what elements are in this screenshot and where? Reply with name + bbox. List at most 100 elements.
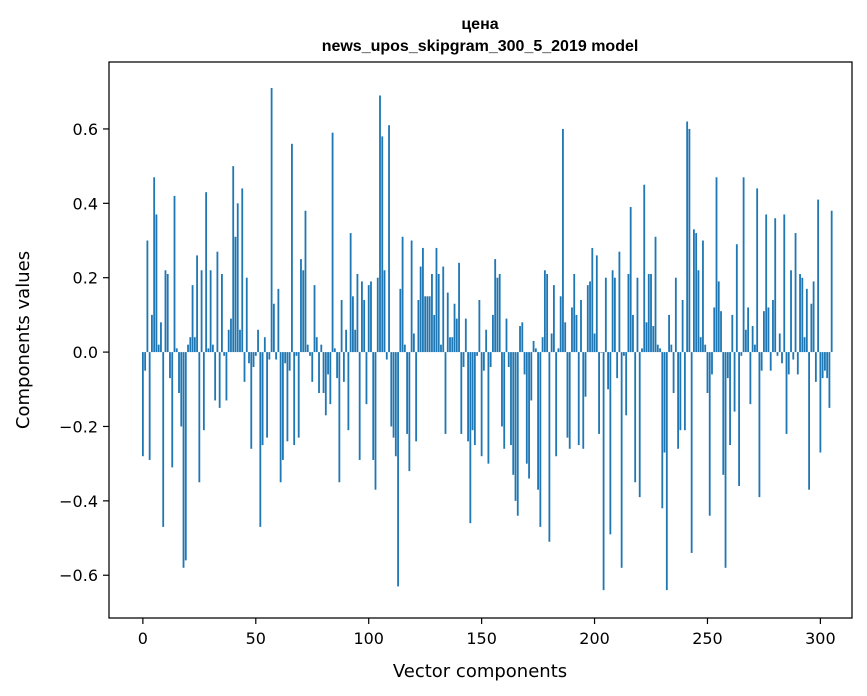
bar-10 [164, 270, 167, 353]
bar-266 [742, 177, 745, 353]
bar-49 [252, 352, 255, 367]
bar-123 [419, 266, 422, 353]
bar-278 [769, 352, 772, 371]
bar-152 [485, 329, 488, 353]
bar-34 [218, 352, 221, 408]
chart-subtitle: news_upos_skipgram_300_5_2019 model [322, 38, 639, 55]
bar-142 [462, 352, 465, 367]
y-axis-label: Components values [13, 251, 34, 429]
bar-281 [776, 352, 779, 356]
bar-165 [514, 352, 517, 501]
bar-84 [331, 132, 334, 353]
bar-166 [516, 352, 519, 516]
bar-223 [645, 322, 648, 353]
bar-63 [284, 352, 287, 364]
bar-303 [826, 352, 829, 379]
bar-52 [259, 352, 262, 527]
bar-46 [245, 277, 248, 353]
bar-164 [512, 352, 515, 475]
bar-131 [437, 273, 440, 353]
bar-23 [193, 337, 196, 353]
bar-67 [293, 352, 296, 446]
bar-126 [426, 296, 429, 353]
bar-29 [207, 348, 210, 353]
bar-51 [257, 329, 259, 353]
bar-230 [661, 352, 664, 509]
bar-113 [397, 352, 399, 587]
bar-209 [613, 277, 616, 353]
bar-253 [713, 307, 716, 353]
bar-267 [744, 329, 747, 353]
bar-299 [817, 199, 820, 353]
bar-296 [810, 303, 813, 353]
bar-150 [480, 352, 483, 457]
plot-frame [108, 61, 853, 619]
bar-92 [349, 233, 352, 353]
bar-187 [564, 322, 567, 353]
bar-47 [248, 352, 250, 364]
bar-199 [591, 247, 594, 353]
bar-118 [408, 352, 411, 472]
bar-97 [361, 281, 363, 353]
bar-214 [625, 352, 628, 416]
bar-24 [196, 255, 198, 353]
bar-154 [489, 352, 492, 367]
bar-258 [724, 352, 727, 568]
bar-90 [345, 329, 348, 353]
bar-40 [232, 166, 235, 353]
bar-4 [151, 314, 153, 353]
bar-122 [417, 300, 420, 353]
bar-18 [182, 352, 185, 568]
bar-17 [180, 352, 183, 427]
bar-112 [394, 352, 397, 457]
bar-110 [390, 352, 393, 427]
bar-228 [656, 344, 659, 353]
bar-291 [799, 273, 801, 353]
bar-129 [433, 314, 436, 353]
bar-102 [372, 352, 375, 460]
bar-91 [347, 352, 350, 431]
bar-241 [686, 121, 689, 353]
bar-62 [281, 352, 284, 460]
bar-73 [306, 344, 309, 353]
bar-247 [699, 337, 702, 353]
bar-234 [670, 344, 673, 353]
bar-54 [263, 337, 266, 353]
bar-211 [618, 251, 621, 353]
bar-53 [261, 352, 264, 446]
bar-180 [548, 352, 551, 542]
bar-290 [796, 352, 799, 375]
bar-121 [415, 352, 418, 442]
bar-103 [374, 352, 377, 490]
bar-74 [309, 352, 311, 356]
bar-115 [401, 236, 404, 353]
bar-195 [582, 352, 585, 449]
bar-255 [717, 281, 720, 353]
bar-124 [422, 247, 424, 353]
bar-75 [311, 352, 314, 382]
bar-292 [801, 277, 804, 353]
y-tick-label: −0.2 [59, 417, 98, 436]
bar-168 [521, 322, 524, 353]
bar-280 [774, 218, 777, 353]
bar-196 [584, 352, 587, 397]
bar-20 [187, 344, 189, 353]
bar-88 [340, 300, 343, 353]
y-tick-label: −0.4 [59, 492, 98, 511]
bar-13 [171, 352, 174, 468]
bar-42 [236, 203, 239, 353]
x-tick-label: 50 [246, 629, 266, 648]
bar-143 [464, 318, 467, 353]
bar-237 [677, 352, 680, 449]
bar-94 [354, 329, 357, 353]
bar-163 [510, 352, 512, 446]
bar-116 [403, 344, 406, 353]
bar-206 [607, 352, 609, 390]
bar-190 [571, 307, 573, 353]
bar-246 [697, 270, 700, 353]
bar-261 [731, 314, 734, 353]
bar-11 [166, 273, 169, 353]
bar-179 [546, 273, 549, 353]
x-tick-label: 0 [138, 629, 148, 648]
bar-58 [272, 303, 275, 353]
